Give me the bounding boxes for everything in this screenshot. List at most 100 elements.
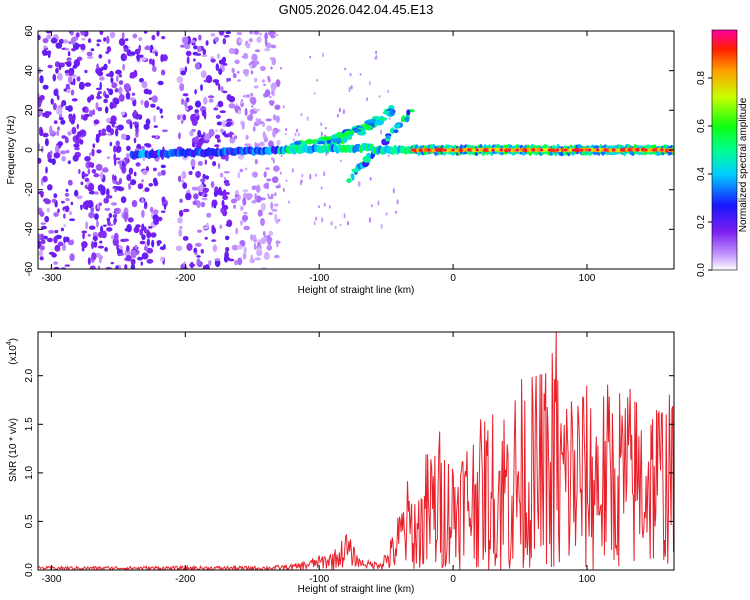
spectrogram-cell [264, 38, 268, 47]
spectrogram-cell [121, 32, 125, 39]
spectrogram-cell [378, 95, 381, 98]
spectrogram-cell [151, 135, 156, 138]
spectrogram-cell [243, 246, 247, 254]
spectrogram-cell [182, 93, 189, 97]
spectrogram-cell [406, 109, 411, 116]
spectrogram-cell [201, 197, 208, 201]
spectrogram-cell [251, 105, 254, 108]
spectrogram-cell [48, 229, 55, 234]
spectrogram-cell [38, 107, 43, 116]
spectrogram-cell [38, 250, 44, 257]
spectrogram-cell [268, 212, 273, 216]
spectrogram-cell [288, 200, 290, 204]
spectrogram-cell [161, 129, 168, 133]
snr-multiplier: (x104) [6, 338, 19, 365]
spectrogram-cell [208, 98, 214, 103]
spectrogram-cell [60, 101, 64, 108]
spectrogram-cell [63, 213, 66, 219]
spectrogram-cell [65, 205, 70, 213]
spectrogram-cell [182, 236, 189, 241]
spectrogram-cell [324, 127, 327, 130]
spectrogram-cell [263, 83, 267, 87]
spectrogram-cell [129, 121, 133, 130]
spectrogram-cell [393, 123, 401, 129]
spectrogram-cell [178, 175, 182, 182]
spectrogram-cell [126, 49, 132, 57]
colorbar-label: Normalized spectral amplitude [738, 97, 749, 232]
spectrogram-cell [151, 65, 157, 72]
spectrogram-cell [71, 48, 76, 52]
spectrogram-cell [131, 200, 138, 208]
spectrogram-cell [105, 73, 113, 77]
spectrogram-cell [76, 195, 83, 200]
spectrogram-cell [40, 145, 44, 153]
spectrogram-cell [254, 49, 261, 53]
spectrogram-cell [266, 178, 272, 182]
spectrogram-cell [228, 77, 231, 82]
spectrogram-cell [603, 148, 608, 152]
spectrogram-cell [241, 214, 249, 222]
spectrogram-cell [94, 213, 99, 221]
spectrogram-cell [179, 198, 183, 203]
spectrogram-cell [88, 190, 96, 195]
spectrogram-cell [200, 84, 203, 92]
spectrogram-cell [96, 39, 102, 43]
spectrogram-cell [309, 56, 312, 59]
spectrogram-cell [180, 44, 186, 48]
spectrogram-cell [81, 37, 86, 41]
spectrogram-cell [274, 192, 277, 197]
spectrogram-cell [58, 117, 64, 121]
spectrogram-cell [96, 43, 100, 47]
spectrogram-cell [483, 148, 488, 152]
spectrogram-cell [320, 131, 323, 137]
colorbar-gradient [711, 29, 738, 271]
spectrogram-cell [389, 109, 395, 116]
spectrogram-cell [97, 245, 104, 249]
spectrogram-cell [263, 133, 267, 139]
spectrogram-cell [293, 140, 302, 146]
spectrogram-cell [377, 200, 380, 206]
spectrogram-cell [44, 111, 50, 119]
spectrogram-cell [53, 193, 58, 199]
spectrogram-cell [106, 88, 110, 91]
spectrogram-cell [38, 233, 41, 242]
spectrogram-cell [39, 75, 44, 84]
spectrogram-cell [411, 148, 415, 152]
spectrogram-cell [70, 201, 74, 206]
spectrogram-cell [74, 147, 80, 151]
spectrogram-cell [194, 252, 198, 256]
spectrogram-cell [216, 53, 221, 59]
spectrogram-cell [99, 240, 103, 244]
spectrogram-cell [366, 97, 369, 101]
spectrogram-cell [69, 218, 76, 222]
spectrogram-cell [193, 45, 198, 50]
spectrogram-cell [124, 83, 131, 92]
spectrogram-cell [87, 233, 91, 237]
spectrogram-cell [180, 113, 184, 122]
spectrogram-cell [375, 50, 378, 55]
spectrogram-cell [225, 223, 231, 227]
spectrogram-cell [103, 197, 109, 204]
spectrogram-cell [251, 185, 257, 191]
spectrogram-cell [147, 89, 152, 95]
spectrogram-cell [160, 54, 164, 63]
spectrogram-cell [260, 202, 266, 211]
spectrogram-cell [157, 80, 164, 86]
spectrogram-cell [334, 225, 337, 230]
spectrogram-cell [253, 242, 257, 251]
spectrogram-cell [64, 192, 70, 197]
spectrogram-cell [269, 31, 277, 39]
spectrogram-cell [259, 141, 265, 147]
spectrogram-cell [262, 231, 266, 236]
spectrogram-cell [97, 91, 100, 100]
spectrogram-cell [153, 125, 158, 128]
spectrogram-cell [259, 32, 263, 36]
spectrogram-cell [218, 83, 221, 91]
spectrogram-cell [82, 173, 89, 177]
spectrogram-cell [86, 56, 94, 60]
spectrogram-cell [46, 34, 52, 40]
spectrogram-ylabel: Frequency (Hz) [6, 116, 17, 185]
spectrogram-cell [141, 234, 146, 241]
spectrogram-cell [285, 179, 288, 182]
spectrogram-cell [254, 159, 258, 165]
